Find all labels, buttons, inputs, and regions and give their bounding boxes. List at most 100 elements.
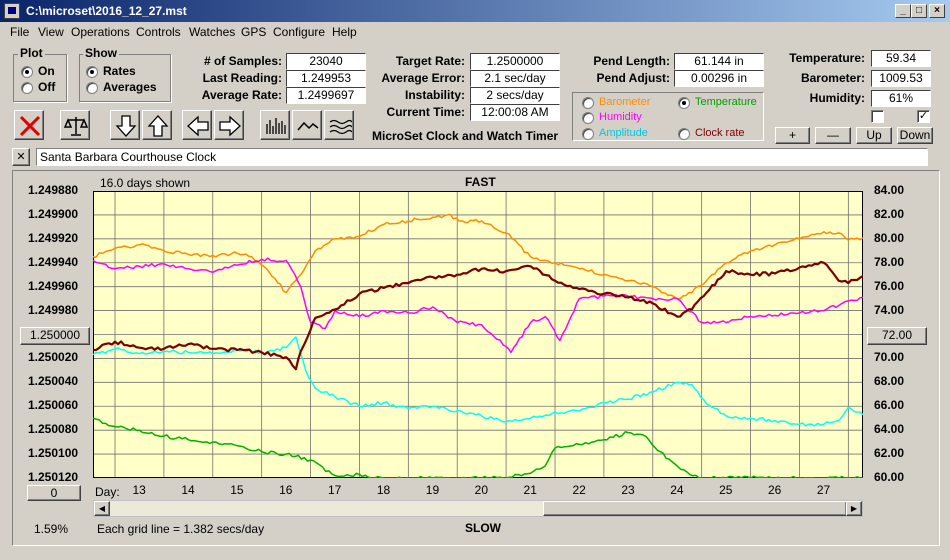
chart-panel [12, 170, 940, 546]
bars-view-button[interactable] [260, 110, 290, 140]
plot-off-radio[interactable] [21, 82, 33, 94]
day-tick-label: 27 [816, 483, 831, 497]
sensor-options-box [572, 92, 764, 141]
wave-lines-icon [329, 119, 352, 135]
menu-help[interactable]: Help [332, 25, 357, 39]
average-error-label: Average Error: [381, 71, 465, 85]
instability-value: 2 secs/day [470, 87, 560, 104]
day-tick-label: 19 [425, 483, 440, 497]
zero-button[interactable]: 0 [27, 485, 81, 501]
temperature-series-line [93, 213, 863, 300]
menu-view[interactable]: View [38, 25, 64, 39]
left-tick-label: 1.250120 [28, 470, 79, 484]
minus-button[interactable]: — [815, 127, 851, 144]
balance-button[interactable] [60, 110, 90, 140]
menu-controls[interactable]: Controls [136, 25, 181, 39]
balance-scale-icon [64, 117, 88, 136]
window-title: C:\microset\2016_12_27.mst [26, 4, 187, 18]
barometer-option-label: Barometer [599, 96, 651, 108]
left-tick-label: 1.250100 [28, 446, 79, 461]
humidity-label: Humidity: [809, 91, 865, 105]
option-checkbox-2[interactable]: ✓ [917, 110, 930, 123]
average-rate-value: 1.2499697 [286, 87, 366, 104]
right-tick-label: 78.00 [874, 254, 905, 269]
up-arrow-button[interactable] [142, 110, 172, 140]
left-axis-center-button[interactable]: 1.250000 [20, 327, 90, 345]
humidity-radio[interactable] [582, 112, 594, 124]
right-tick-label: 74.00 [874, 302, 905, 317]
right-arrow-button[interactable] [214, 110, 244, 140]
arrow-right-icon [219, 115, 241, 137]
days-shown-label: 16.0 days shown [100, 176, 191, 190]
left-tick-label: 1.249960 [28, 278, 79, 293]
left-tick-label: 1.249920 [28, 230, 79, 245]
clock-rate-radio[interactable] [678, 128, 690, 140]
right-tick-label: 60.00 [874, 470, 905, 484]
clock-name-field[interactable]: Santa Barbara Courthouse Clock [36, 148, 928, 166]
down-arrow-button[interactable] [110, 110, 140, 140]
pend-adjust-value: 0.00296 in [674, 70, 764, 87]
plot-off-label: Off [38, 80, 56, 94]
menu-gps[interactable]: GPS [241, 25, 267, 39]
right-tick-label: 66.00 [874, 398, 905, 413]
plus-button[interactable]: + [775, 127, 810, 144]
minimize-button[interactable]: _ [895, 4, 911, 18]
last-reading-label: Last Reading: [202, 71, 282, 85]
stop-button[interactable] [14, 110, 44, 140]
day-tick-label: 20 [474, 483, 489, 497]
maximize-button[interactable]: □ [911, 4, 927, 18]
down-button[interactable]: Down [897, 127, 933, 144]
left-arrow-button[interactable] [182, 110, 212, 140]
temperature-radio[interactable] [678, 97, 690, 109]
menu-watches[interactable]: Watches [189, 25, 236, 39]
target-rate-label: Target Rate: [395, 54, 465, 68]
clock-rate-option-label: Clock rate [695, 127, 745, 139]
right-tick-label: 62.00 [874, 446, 905, 461]
right-tick-label: 82.00 [874, 206, 905, 221]
up-button[interactable]: Up [856, 127, 892, 144]
left-tick-label: 1.249880 [28, 183, 79, 197]
right-axis-center-button[interactable]: 72.00 [867, 327, 927, 345]
scroll-thumb[interactable] [543, 501, 847, 516]
day-tick-label: 18 [376, 483, 391, 497]
menu-operations[interactable]: Operations [71, 25, 130, 39]
current-time-label: Current Time: [386, 105, 465, 119]
barometer-value: 1009.53 [871, 70, 931, 87]
percent-label: 1.59% [34, 522, 69, 536]
day-tick-label: 16 [279, 483, 293, 497]
show-averages-radio[interactable] [86, 82, 98, 94]
menu-file[interactable]: File [10, 25, 30, 39]
option-checkbox-1[interactable] [871, 110, 884, 123]
pend-length-label: Pend Length: [593, 54, 670, 68]
humidity-value: 61% [871, 90, 931, 107]
plot-on-radio[interactable] [21, 66, 33, 78]
arrow-left-icon [187, 115, 209, 137]
left-tick-label: 1.249980 [28, 302, 79, 317]
scroll-right-button[interactable]: ▶ [846, 501, 862, 516]
show-group [79, 54, 171, 102]
temperature-label: Temperature: [789, 51, 865, 65]
day-tick-label: 22 [572, 483, 586, 497]
amplitude-radio[interactable] [582, 128, 594, 140]
menu-configure[interactable]: Configure [273, 25, 326, 39]
chart-svg [93, 191, 863, 478]
line-view-button[interactable] [292, 110, 322, 140]
show-rates-radio[interactable] [86, 66, 98, 78]
grid-note-label: Each grid line = 1.382 secs/day [97, 522, 265, 536]
app-icon[interactable] [4, 3, 20, 19]
close-window-button[interactable]: × [929, 4, 945, 18]
scroll-left-button[interactable]: ◀ [94, 501, 110, 516]
temperature-option-label: Temperature [695, 96, 757, 108]
plot-group [13, 54, 67, 102]
left-tick-label: 1.249900 [28, 206, 79, 221]
horizontal-scrollbar[interactable]: ◀ ▶ [93, 500, 863, 517]
fast-label: FAST [465, 175, 496, 189]
average-error-value: 2.1 sec/day [470, 70, 560, 87]
average-rate-label: Average Rate: [201, 88, 282, 102]
clear-name-button[interactable]: ✕ [12, 148, 30, 166]
plot-area[interactable] [93, 191, 863, 478]
wave-view-button[interactable] [324, 110, 354, 140]
pend-length-value: 61.144 in [674, 53, 764, 70]
slow-label: SLOW [465, 521, 501, 535]
barometer-radio[interactable] [582, 97, 594, 109]
